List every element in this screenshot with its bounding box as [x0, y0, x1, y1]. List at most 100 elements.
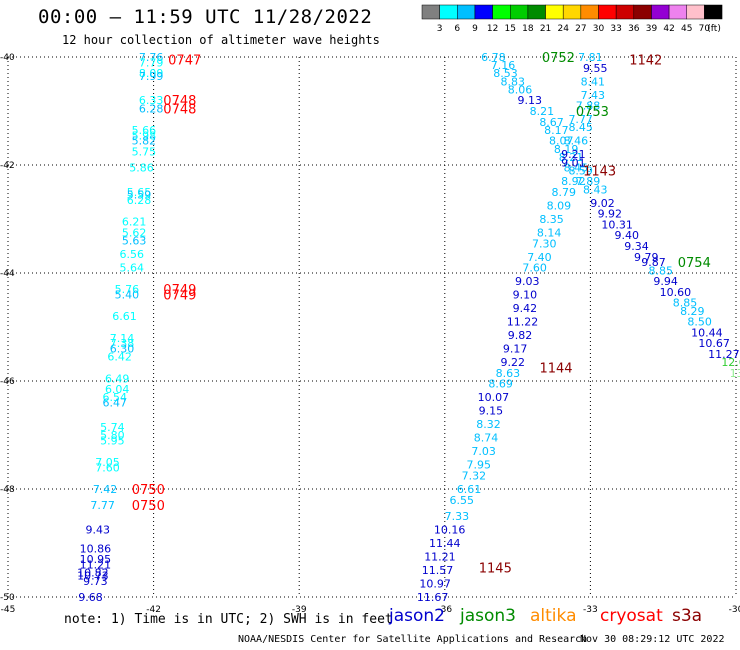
wave-height-value: 9.82 [508, 329, 533, 342]
wave-height-value: 5.82 [132, 135, 157, 148]
wave-height-value: 7.05 [95, 456, 120, 469]
wave-height-value: 6.30 [110, 343, 135, 356]
wave-height-value: 8.14 [537, 227, 562, 240]
wave-height-value: 9.10 [513, 289, 538, 302]
wave-height-value: 8.46 [564, 135, 589, 148]
wave-height-value: 9.03 [515, 275, 540, 288]
wave-height-value: 8.74 [474, 432, 499, 445]
wave-height-value: 5.86 [129, 162, 154, 175]
wave-height-value: 6.54 [103, 391, 128, 404]
y-tick-label: -50 [0, 593, 15, 603]
colorbar-label: 42 [663, 24, 674, 34]
wave-height-value: 5.76 [115, 283, 140, 296]
wave-height-value: 8.53 [493, 67, 518, 80]
colorbar: 3 6 9 12 15 18 21 24 27 30 33 36 39 42 45 70(ft) [421, 4, 723, 34]
wave-height-value: 7.38 [110, 337, 135, 350]
wave-height-value: 11.22 [507, 316, 539, 329]
wave-height-value: 7.77 [568, 113, 593, 126]
colorbar-label: 21 [540, 24, 551, 34]
colorbar-label: 45 [681, 24, 692, 34]
pass-time-label: 0747 [168, 54, 201, 69]
wave-height-value: 5.40 [115, 289, 140, 302]
wave-height-value: 7.60 [95, 461, 120, 474]
colorbar-label: 6 [454, 24, 460, 34]
wave-height-value: 8.69 [488, 378, 513, 391]
wave-height-value: 6.28 [127, 194, 152, 207]
wave-height-value: 9.55 [583, 62, 608, 75]
wave-height-value: 10.60 [660, 286, 692, 299]
wave-height-value: 8.09 [547, 200, 572, 213]
wave-height-value: 9.94 [653, 275, 678, 288]
wave-height-value: 8.21 [530, 105, 555, 118]
footer-credit: NOAA/NESDIS Center for Satellite Applica… [238, 634, 588, 645]
wave-height-value: 6.47 [103, 397, 128, 410]
wave-height-value: 7.32 [462, 470, 487, 483]
chart-subtitle: 12 hour collection of altimeter wave hei… [62, 33, 380, 47]
wave-height-value: 8.45 [564, 162, 589, 175]
wave-height-value: 10.07 [478, 391, 510, 404]
legend-s3a: s3a [672, 606, 703, 626]
colorbar-label: 30 [593, 24, 605, 34]
wave-height-value: 6.61 [112, 310, 137, 323]
pass-time-label: 1143 [583, 164, 616, 179]
wave-height-value: 8.85 [649, 264, 674, 277]
wave-height-value: 7.30 [532, 237, 557, 250]
legend-jason3: jason3 [460, 606, 516, 626]
wave-height-value: 8.09 [139, 67, 164, 80]
wave-height-value: 10.97 [419, 578, 451, 591]
x-tick-label: -39 [292, 605, 307, 615]
wave-height-value: 6.21 [122, 216, 147, 229]
pass-time-label: 1142 [629, 54, 662, 69]
wave-height-value: 7.79 [139, 56, 164, 69]
wave-height-value: 9.43 [86, 524, 111, 537]
wave-height-value: 5.62 [122, 227, 147, 240]
colorbar-label: 70 [699, 24, 711, 34]
wave-height-value: 8.43 [583, 183, 608, 196]
wave-height-value: 11.67 [417, 591, 449, 604]
footer-note: note: 1) Time is in UTC; 2) SWH is in fe… [64, 612, 393, 627]
colorbar-label: (ft) [707, 24, 721, 34]
colorbar-label: 27 [575, 24, 586, 34]
pass-time-label: 0748 [163, 94, 196, 109]
pass-time-label: 0748 [163, 102, 196, 117]
pass-time-label: 0752 [542, 51, 575, 66]
colorbar-label: 36 [628, 24, 640, 34]
wave-height-value: 10.82 [77, 567, 109, 580]
wave-height-value: 10.44 [691, 326, 723, 339]
wave-height-value: 10.67 [698, 337, 730, 350]
wave-height-value: 9.01 [561, 156, 586, 169]
wave-height-value: 8.67 [539, 116, 564, 129]
wave-height-value: 7.95 [467, 459, 492, 472]
wave-height-value: 10.16 [434, 524, 466, 537]
wave-height-value: 8.59 [568, 164, 593, 177]
wave-height-value: 8.35 [539, 213, 564, 226]
wave-height-value: 7.42 [93, 483, 118, 496]
pass-time-label: 0754 [678, 256, 711, 271]
wave-height-value: 11.27 [708, 348, 740, 361]
wave-height-value: 10.73 [77, 569, 109, 582]
y-tick-label: -40 [0, 53, 15, 63]
pass-time-label: 0753 [576, 105, 609, 120]
wave-height-value: 9.13 [517, 94, 542, 107]
wave-height-value: 9.34 [624, 240, 649, 253]
wave-height-value: 9.17 [503, 343, 528, 356]
wave-height-value: 9.79 [634, 251, 659, 264]
wave-height-value: 8.45 [568, 121, 593, 134]
wave-height-value: 9.68 [78, 591, 103, 604]
wave-height-value: 11.57 [422, 564, 454, 577]
pass-time-label: 1144 [539, 362, 572, 377]
wave-height-value: 7.60 [522, 262, 547, 275]
wave-height-value: 6.42 [107, 351, 132, 364]
y-tick-label: -42 [0, 161, 15, 171]
wave-height-value: 8.07 [549, 135, 574, 148]
wave-height-value: 8.85 [673, 297, 698, 310]
wave-height-value: 9.73 [83, 575, 108, 588]
wave-height-value: 7.77 [90, 499, 115, 512]
wave-height-value: 8.79 [551, 186, 576, 199]
wave-height-value: 9.21 [561, 148, 586, 161]
wave-height-value: 5.66 [132, 124, 157, 137]
wave-height-value: 9.15 [479, 405, 504, 418]
wave-height-value: 10.95 [80, 553, 112, 566]
wave-height-value: 6.49 [105, 372, 130, 385]
